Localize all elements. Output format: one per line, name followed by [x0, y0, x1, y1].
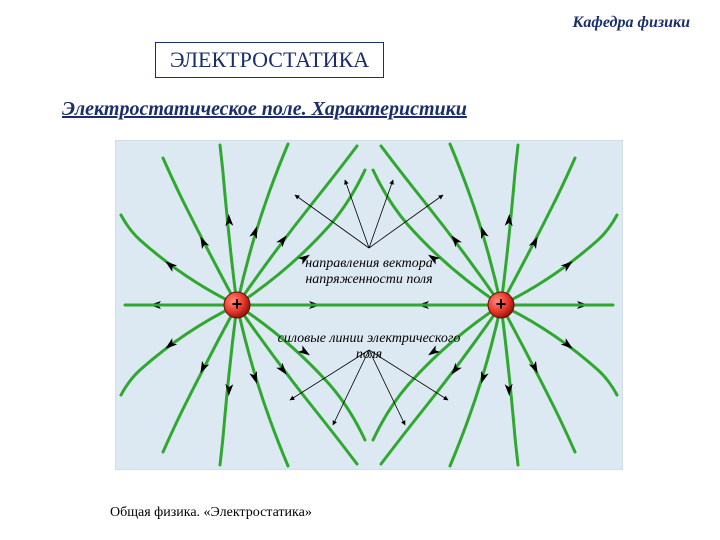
svg-text:силовые линии электрического: силовые линии электрического [278, 331, 461, 346]
svg-text:+: + [496, 294, 507, 314]
svg-text:+: + [232, 294, 243, 314]
svg-text:поля: поля [356, 347, 382, 362]
svg-text:напряженности поля: напряженности поля [305, 272, 432, 287]
diagram-svg: + + направления векторанапряженности поля с… [115, 140, 623, 470]
field-diagram: + + направления векторанапряженности поля с… [115, 140, 623, 470]
page-footer: Общая физика. «Электростатика» [110, 505, 312, 521]
svg-text:направления вектора: направления вектора [305, 256, 432, 271]
page-title: ЭЛЕКТРОСТАТИКА [155, 42, 384, 78]
department-label: Кафедра физики [573, 14, 690, 32]
page-subtitle: Электростатическое поле. Характеристики [62, 98, 467, 121]
